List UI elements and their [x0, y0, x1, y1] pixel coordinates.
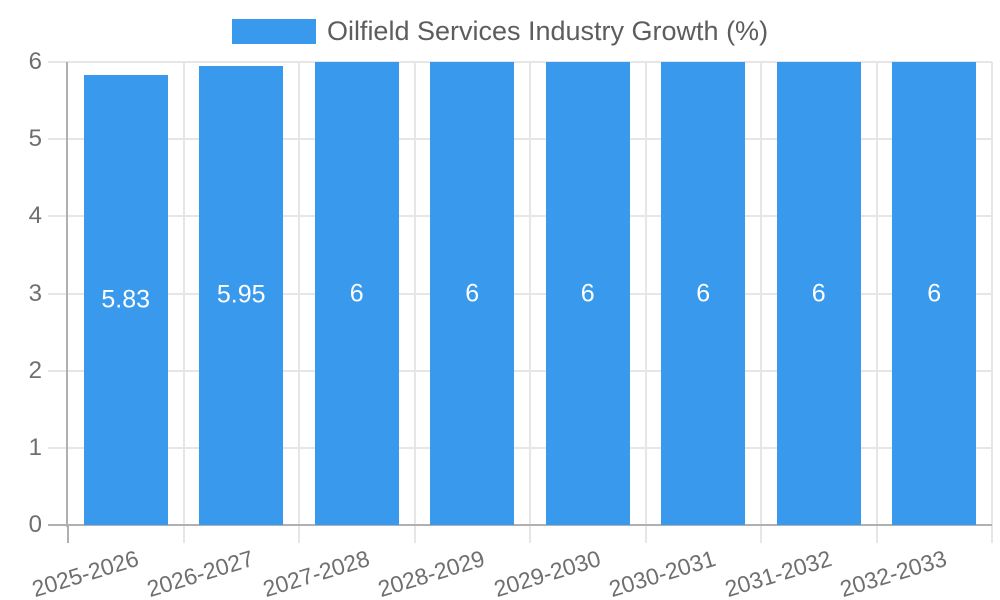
bar-value-label: 5.95 [216, 280, 266, 309]
y-tick-mark [48, 524, 68, 526]
bar[interactable]: 6 [892, 62, 977, 525]
y-axis-label: 2 [28, 356, 42, 384]
bar[interactable]: 6 [661, 62, 746, 525]
x-tick-mark [529, 525, 531, 543]
bar[interactable]: 6 [430, 62, 515, 525]
y-tick-mark [48, 215, 68, 218]
bar-value-label: 6 [927, 279, 942, 307]
x-axis-label: 2025-2026 [28, 545, 142, 600]
y-axis-label: 0 [28, 511, 42, 538]
x-gridline [644, 62, 647, 525]
x-axis-label: 2027-2028 [259, 545, 373, 600]
x-gridline [413, 62, 416, 525]
x-tick-mark [875, 525, 878, 543]
x-tick-mark [182, 525, 185, 543]
legend-swatch-icon [231, 19, 316, 44]
x-tick-mark [413, 525, 416, 543]
x-axis-label: 2032-2033 [837, 545, 950, 600]
bar[interactable]: 6 [776, 62, 861, 525]
x-axis-label: 2026-2027 [144, 545, 257, 600]
x-tick-mark [298, 525, 300, 543]
x-tick-mark [67, 525, 69, 543]
bar-value-label: 6 [580, 279, 595, 307]
bar[interactable]: 6 [314, 62, 399, 525]
y-tick-mark [48, 61, 68, 63]
y-tick-mark [48, 292, 68, 295]
y-axis-label: 1 [28, 433, 42, 461]
x-gridline [298, 62, 300, 525]
x-axis-line [66, 524, 992, 526]
y-axis-label: 3 [28, 279, 42, 307]
x-gridline [991, 62, 993, 525]
bar-value-label: 6 [465, 279, 480, 307]
y-tick-mark [48, 369, 68, 372]
x-gridline [182, 62, 185, 525]
x-axis-label: 2028-2029 [375, 545, 488, 600]
y-axis-label: 6 [28, 48, 42, 75]
legend[interactable]: Oilfield Services Industry Growth (%) [0, 18, 1000, 45]
bar-value-label: 5.83 [101, 285, 151, 314]
bar[interactable]: 6 [545, 62, 630, 525]
bar-value-label: 6 [696, 279, 711, 307]
y-axis-label: 4 [28, 202, 42, 230]
bar-value-label: 6 [811, 279, 826, 307]
x-tick-mark [760, 525, 762, 543]
x-axis-label: 2030-2031 [606, 545, 719, 600]
bar-value-label: 6 [349, 279, 364, 307]
y-axis-line [66, 62, 68, 527]
x-gridline [529, 62, 531, 525]
x-axis-label: 2029-2030 [490, 545, 604, 600]
x-tick-mark [644, 525, 647, 543]
y-tick-mark [48, 446, 68, 449]
x-gridline [760, 62, 762, 525]
x-tick-mark [991, 525, 993, 543]
y-tick-mark [48, 138, 68, 141]
x-axis-label: 2031-2032 [721, 545, 835, 600]
y-axis-label: 5 [28, 125, 42, 153]
bar[interactable]: 5.83 [83, 75, 168, 525]
x-gridline [875, 62, 878, 525]
legend-label: Oilfield Services Industry Growth (%) [326, 16, 769, 46]
bar[interactable]: 5.95 [199, 65, 284, 525]
